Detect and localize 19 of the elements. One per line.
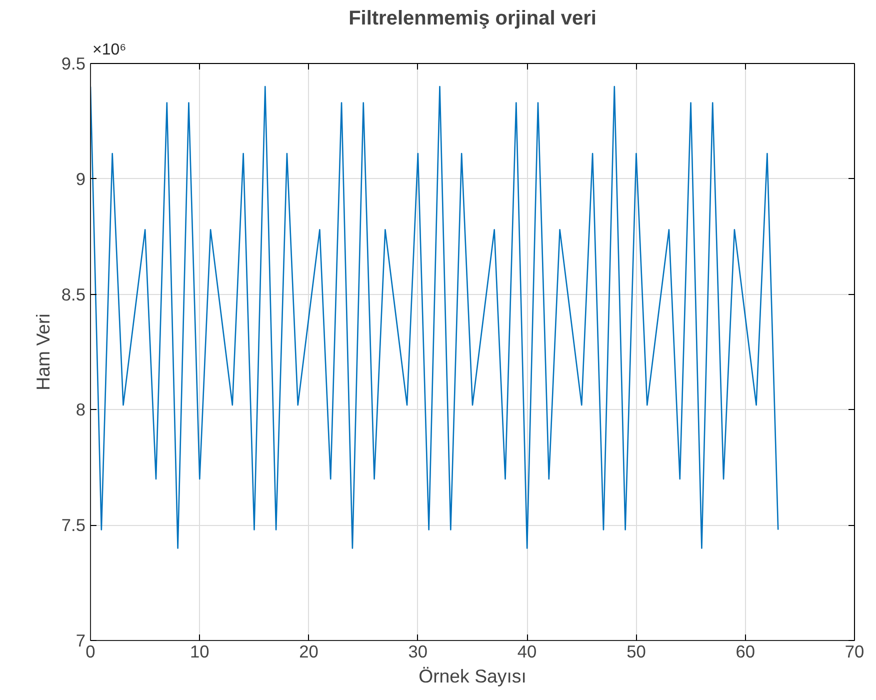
x-tick-label: 30 [408,642,428,662]
y-tick-label: 7.5 [61,515,86,536]
chart-title: Filtrelenmemiş orjinal veri [348,8,596,30]
y-tick-label: 7 [76,630,86,650]
text: ×10⁶ [92,42,126,58]
line-series [90,86,779,549]
y-tick-label: 9 [76,168,86,189]
x-tick-label: 20 [299,642,318,662]
x-axis-title: Örnek Sayısı [418,666,526,686]
x-tick-label: 50 [626,642,646,662]
x-tick-label: 60 [736,642,755,662]
x-tick-label: 0 [86,642,96,662]
y-tick-label: 8.5 [61,284,86,304]
y-tick-label: 8 [76,400,86,420]
x-tick-label: 70 [844,642,864,662]
x-tick-label: 10 [190,642,210,662]
x-tick-label: 40 [517,642,537,662]
y-axis-title: Ham Veri [32,314,54,390]
y-tick-label: 9.5 [61,54,86,74]
